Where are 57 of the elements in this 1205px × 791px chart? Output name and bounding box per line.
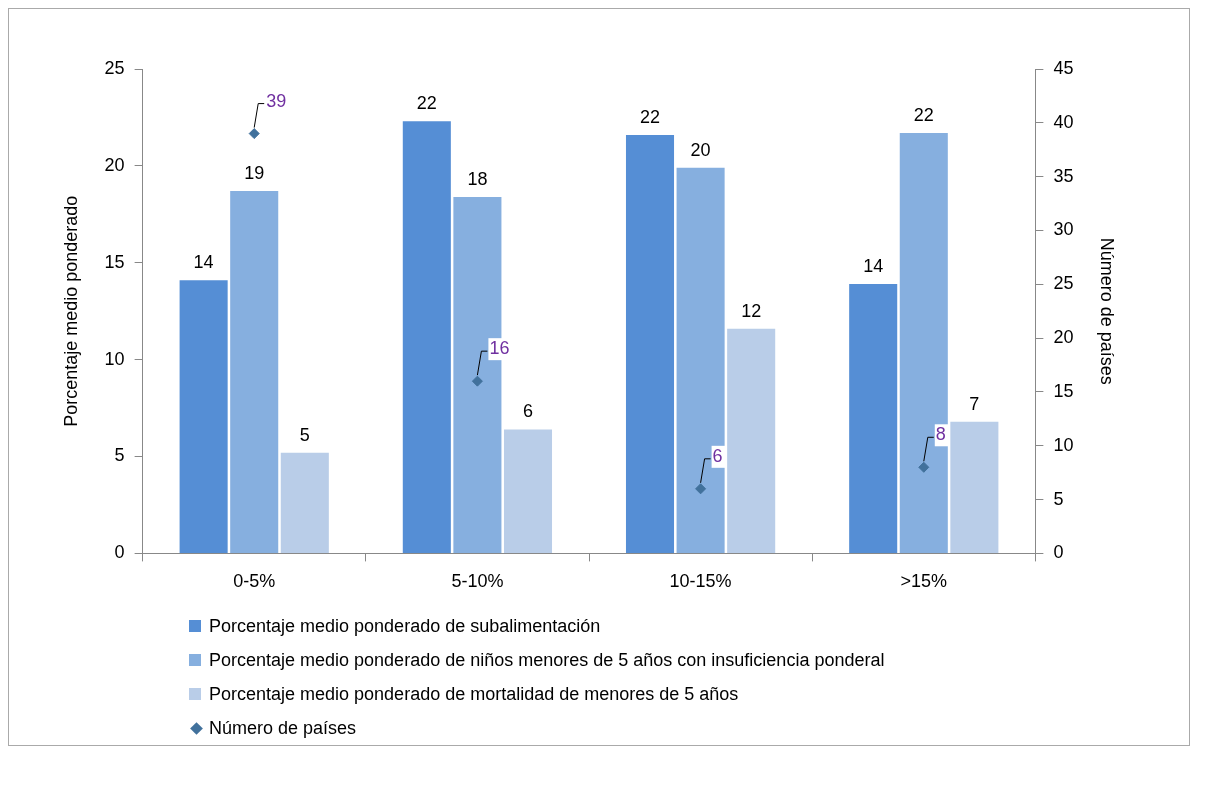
bar <box>727 328 776 553</box>
y-tick-label: 25 <box>104 57 125 78</box>
x-tick-label: 5-10% <box>451 571 504 592</box>
data-label: 8 <box>935 424 946 445</box>
data-label: 22 <box>639 106 661 127</box>
y2-tick-label: 20 <box>1053 327 1074 348</box>
legend-label: Número de países <box>209 717 357 739</box>
data-label: 22 <box>913 104 934 125</box>
legend-label: Porcentaje medio ponderado de niños menores de 5 años con insuficiencia ponderal <box>209 649 885 671</box>
bar <box>503 429 553 553</box>
y2-tick-label: 15 <box>1053 380 1074 401</box>
point <box>471 375 483 387</box>
data-label: 7 <box>969 393 980 414</box>
y2-tick-label: 40 <box>1053 111 1074 132</box>
data-label: 19 <box>244 163 265 184</box>
bar <box>849 284 898 553</box>
data-label: 22 <box>416 93 437 114</box>
bar <box>402 121 451 553</box>
y2-tick-label: 25 <box>1053 273 1074 294</box>
bar <box>230 191 279 553</box>
y2-tick-label: 0 <box>1053 542 1064 563</box>
bar <box>950 421 999 553</box>
bar <box>179 280 228 553</box>
legend-label: Porcentaje medio ponderado de mortalidad de menores de 5 años <box>209 683 739 705</box>
point <box>918 461 930 473</box>
y-tick-label: 20 <box>104 154 125 175</box>
point <box>248 128 260 140</box>
data-label: 14 <box>863 256 884 277</box>
y2-tick-label: 10 <box>1053 434 1074 455</box>
data-label: 16 <box>489 338 510 359</box>
data-label: 39 <box>266 90 287 111</box>
x-tick-label: 0-5% <box>233 571 276 592</box>
data-label: 18 <box>467 168 488 189</box>
y2-tick-label: 30 <box>1053 219 1074 240</box>
y2-tick-label: 45 <box>1053 57 1074 78</box>
data-label: 6 <box>712 445 723 466</box>
y-tick-label: 15 <box>104 251 125 272</box>
bar <box>676 167 725 553</box>
x-tick-label: 10-15% <box>669 571 732 592</box>
y-tick-label: 10 <box>104 348 125 369</box>
point <box>695 483 707 495</box>
y-tick-label: 5 <box>114 445 125 466</box>
data-label: 6 <box>522 401 533 422</box>
x-tick-label: >15% <box>900 571 948 592</box>
y2-tick-label: 35 <box>1053 165 1074 186</box>
y2-tick-label: 5 <box>1053 488 1064 509</box>
data-label: 14 <box>193 252 214 273</box>
data-label: 5 <box>299 424 310 445</box>
data-label: 20 <box>690 139 711 160</box>
bar <box>899 132 948 553</box>
bar <box>625 134 675 553</box>
y-tick-label: 0 <box>114 542 125 563</box>
y2-axis-title: Número de países <box>1097 237 1118 385</box>
bar <box>280 452 329 553</box>
legend-label: Porcentaje medio ponderado de subalimentación <box>209 615 601 637</box>
data-label: 12 <box>741 300 762 321</box>
y-axis-title: Porcentaje medio ponderado <box>60 195 81 427</box>
